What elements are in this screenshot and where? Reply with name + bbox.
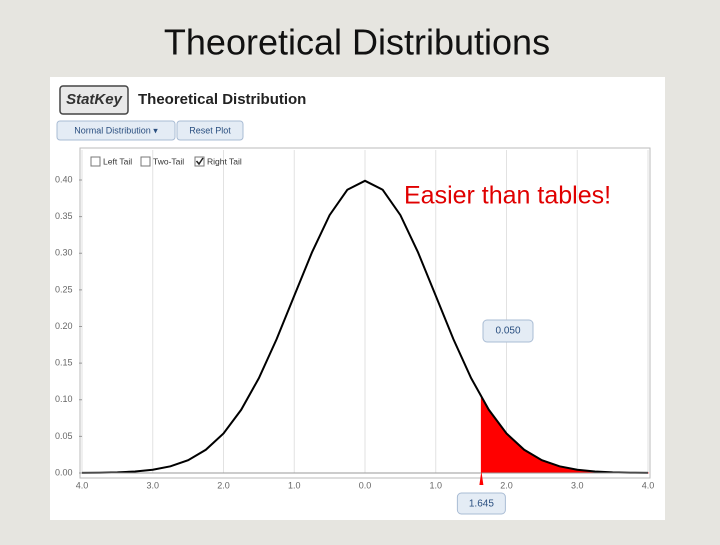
checkbox[interactable] (194, 156, 205, 167)
x-tick-label: 0.0 (359, 480, 372, 490)
x-tick-label: 3.0 (571, 480, 584, 490)
x-tick-label: 2.0 (500, 480, 513, 490)
button[interactable] (176, 120, 244, 141)
y-tick-label: 0.10 (55, 394, 73, 404)
button[interactable] (56, 120, 176, 141)
x-tick-label: 1.0 (288, 480, 301, 490)
button-label[interactable]: Normal Distribution ▾ (74, 125, 158, 135)
x-tick-label: 3.0 (146, 480, 159, 490)
density-curve (81, 179, 649, 474)
area-label[interactable]: 0.050 (495, 326, 520, 337)
screenshot (50, 77, 665, 520)
x-tick-label: 1.0 (429, 480, 442, 490)
checkmark[interactable] (195, 157, 204, 166)
checkbox[interactable] (90, 156, 101, 167)
logo-box (59, 85, 129, 115)
y-tick-label: 0.30 (55, 248, 73, 258)
cutoff-box[interactable] (456, 492, 506, 515)
checkbox-label[interactable]: Right Tail (207, 156, 242, 166)
checkbox-label[interactable]: Two-Tail (153, 156, 184, 166)
checkbox-label[interactable]: Left Tail (103, 156, 132, 166)
y-tick-label: 0.35 (55, 211, 73, 221)
button-label[interactable]: Reset Plot (189, 125, 231, 135)
cutoff-marker (479, 471, 484, 485)
app-logo: StatKey (66, 91, 123, 108)
y-tick-label: 0.00 (55, 467, 73, 477)
x-tick-label: 4.0 (76, 480, 89, 490)
y-tick-label: 0.05 (55, 431, 73, 441)
plot-frame (79, 147, 651, 479)
y-tick-label: 0.25 (55, 284, 73, 294)
cutoff-label[interactable]: 1.645 (469, 499, 494, 510)
checkbox[interactable] (140, 156, 151, 167)
slide-title: Theoretical Distributions (164, 22, 550, 63)
x-tick-label: 2.0 (217, 480, 230, 490)
annotation: Easier than tables! (404, 182, 611, 210)
y-tick-label: 0.40 (55, 174, 73, 184)
x-tick-label: 4.0 (642, 480, 655, 490)
y-tick-label: 0.15 (55, 358, 73, 368)
area-box[interactable] (482, 319, 534, 343)
y-tick-label: 0.20 (55, 321, 73, 331)
app-title: Theoretical Distribution (138, 91, 306, 108)
